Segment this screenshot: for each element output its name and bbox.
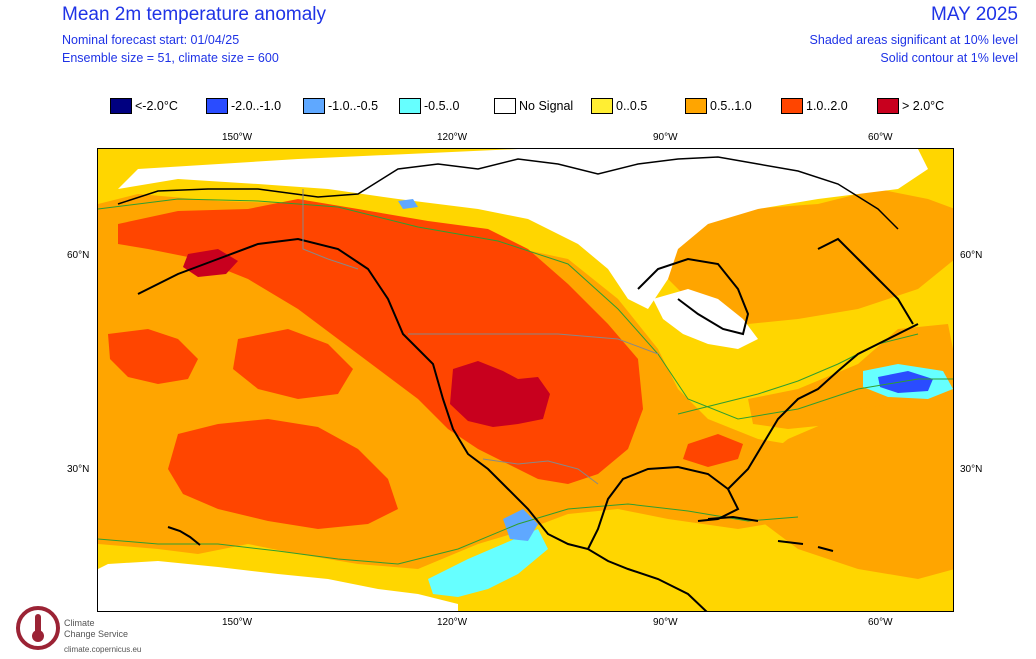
ensemble-size-label: Ensemble size = 51, climate size = 600 xyxy=(62,51,279,65)
temperature-anomaly-map xyxy=(97,148,954,612)
cold-region-atlantic-dark xyxy=(878,371,933,393)
coastline-east xyxy=(727,323,919,490)
logo-line2: Change Service xyxy=(64,629,129,639)
legend-label: -0.5..0 xyxy=(424,99,460,113)
lon-label-top: 90°W xyxy=(653,132,678,143)
anomaly-region-red-mid xyxy=(233,329,353,399)
coastline-hudson xyxy=(637,257,750,336)
anomaly-region-orange-atlantic xyxy=(738,399,953,579)
legend-swatch xyxy=(303,98,325,114)
legend-item: <-2.0°C xyxy=(110,96,178,116)
forecast-period: MAY 2025 xyxy=(931,4,1018,25)
lat-label-right: 60°N xyxy=(960,250,983,261)
legend-swatch xyxy=(877,98,899,114)
legend-label: 0.5..1.0 xyxy=(710,99,752,113)
lat-label-left: 60°N xyxy=(67,250,90,261)
significance-contour-note: Solid contour at 1% level xyxy=(880,51,1018,65)
lat-label-left: 30°N xyxy=(67,464,90,475)
no-signal-region-arctic xyxy=(118,149,928,309)
legend-label: > 2.0°C xyxy=(902,99,945,113)
logo-line1: Climate xyxy=(64,618,95,628)
islands-caribbean xyxy=(707,515,834,552)
border-us-mexico xyxy=(482,458,599,485)
legend-item: -0.5..0 xyxy=(399,96,459,116)
cold-region-lightblue xyxy=(503,509,538,541)
legend-label: -1.0..-0.5 xyxy=(328,99,379,113)
significance-contour xyxy=(98,503,799,565)
forecast-start-label: Nominal forecast start: 01/04/25 xyxy=(62,33,240,47)
coastline-gulf xyxy=(587,465,740,550)
legend-swatch xyxy=(685,98,707,114)
border-us-canada xyxy=(408,333,659,355)
legend-label: 0..0.5 xyxy=(616,99,648,113)
cold-region-small xyxy=(398,199,418,209)
legend-item: > 2.0°C xyxy=(877,96,944,116)
lon-label-top: 60°W xyxy=(868,132,893,143)
legend-item: 1.0..2.0 xyxy=(781,96,848,116)
coastline-labrador xyxy=(817,237,914,325)
color-legend: <-2.0°C -2.0..-1.0 -1.0..-0.5 -0.5..0 No… xyxy=(110,96,970,116)
anomaly-region-darkred xyxy=(450,361,550,427)
no-signal-region-se-pacific xyxy=(98,561,458,611)
lon-label-bottom: 90°W xyxy=(653,617,678,628)
anomaly-region-red-nepac xyxy=(108,329,198,384)
legend-item: 0.5..1.0 xyxy=(685,96,752,116)
coastline-arctic xyxy=(117,156,899,230)
legend-label: -2.0..-1.0 xyxy=(231,99,282,113)
lat-label-right: 30°N xyxy=(960,464,983,475)
map-title: Mean 2m temperature anomaly xyxy=(62,4,327,25)
map-canvas xyxy=(98,149,953,611)
legend-swatch xyxy=(206,98,228,114)
legend-swatch xyxy=(399,98,421,114)
coastline-north-america xyxy=(137,237,708,611)
anomaly-region-orange-ne xyxy=(658,189,953,324)
legend-swatch xyxy=(591,98,613,114)
anomaly-region-red-pacific xyxy=(168,419,398,529)
legend-item: No Signal xyxy=(494,96,573,116)
legend-item: -1.0..-0.5 xyxy=(303,96,378,116)
significance-shaded-note: Shaded areas significant at 10% level xyxy=(809,33,1018,47)
legend-label: 1.0..2.0 xyxy=(806,99,848,113)
lon-label-top: 120°W xyxy=(437,132,468,143)
legend-swatch xyxy=(110,98,132,114)
lon-label-top: 150°W xyxy=(222,132,253,143)
legend-swatch xyxy=(781,98,803,114)
border-alaska xyxy=(302,189,359,270)
thermometer-icon xyxy=(16,606,60,650)
legend-label: No Signal xyxy=(519,99,574,113)
lon-label-bottom: 120°W xyxy=(437,617,468,628)
lon-label-bottom: 60°W xyxy=(868,617,893,628)
legend-label: <-2.0°C xyxy=(135,99,178,113)
logo-url: climate.copernicus.eu xyxy=(64,645,142,654)
copernicus-logo: Climate Change Service climate.copernicu… xyxy=(14,604,164,656)
island-hawaii xyxy=(167,526,201,546)
anomaly-region-red-gulf xyxy=(683,434,743,467)
cold-region-cyan xyxy=(428,529,548,597)
legend-item: 0..0.5 xyxy=(591,96,647,116)
legend-item: -2.0..-1.0 xyxy=(206,96,281,116)
legend-swatch xyxy=(494,98,516,114)
significance-contour xyxy=(98,198,953,420)
lon-label-bottom: 150°W xyxy=(222,617,253,628)
